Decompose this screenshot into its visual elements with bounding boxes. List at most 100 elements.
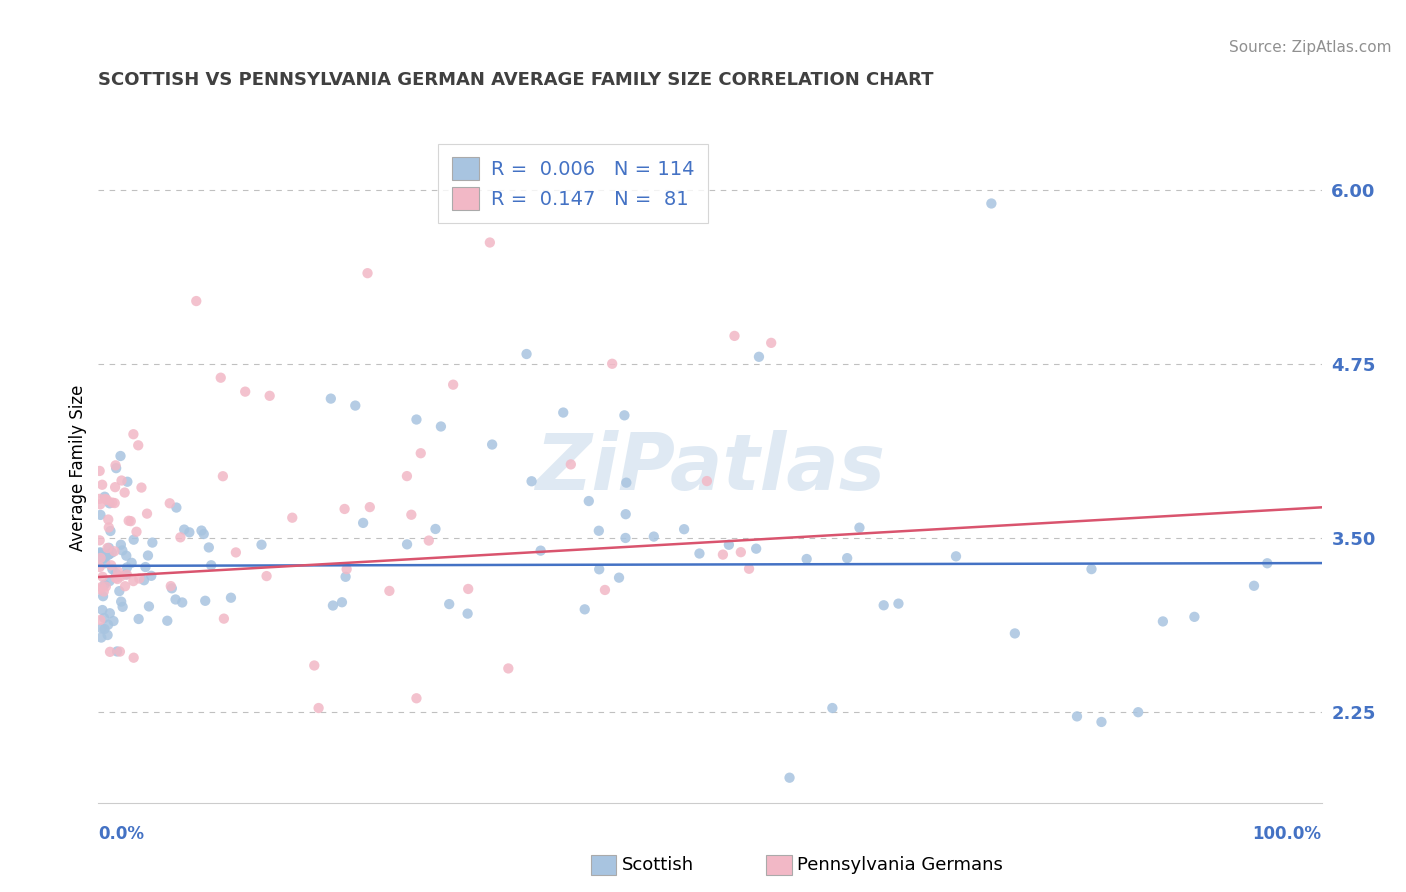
Point <box>717 538 740 552</box>
Point <box>107 565 129 579</box>
Point <box>172 595 194 609</box>
Point <box>115 567 138 582</box>
Point <box>405 691 427 706</box>
Point <box>711 548 734 562</box>
Point <box>134 560 156 574</box>
Point <box>90 631 112 645</box>
Point <box>165 500 187 515</box>
Point <box>94 550 117 565</box>
Point <box>600 357 623 371</box>
Point <box>821 701 844 715</box>
Point <box>173 523 195 537</box>
Point <box>574 602 596 616</box>
Point <box>98 496 121 510</box>
Point <box>613 409 636 423</box>
Point <box>425 522 447 536</box>
Point <box>98 606 121 620</box>
Text: 100.0%: 100.0% <box>1253 825 1322 843</box>
Point <box>104 571 127 585</box>
Legend: R =  0.006   N = 114, R =  0.147   N =  81: R = 0.006 N = 114, R = 0.147 N = 81 <box>439 144 709 223</box>
Point <box>1152 615 1174 629</box>
Point <box>304 658 326 673</box>
Point <box>89 613 111 627</box>
Point <box>515 347 537 361</box>
Point <box>110 569 132 583</box>
Point <box>101 495 124 509</box>
Point <box>553 406 575 420</box>
Point <box>457 582 479 596</box>
Point <box>1243 579 1265 593</box>
Point <box>105 461 128 475</box>
Point <box>730 545 752 559</box>
Point <box>319 392 342 406</box>
Point <box>378 583 401 598</box>
Point <box>1090 714 1112 729</box>
Point <box>395 469 418 483</box>
Point <box>97 628 120 642</box>
Point <box>614 475 637 490</box>
Point <box>745 541 768 556</box>
Point <box>160 582 183 596</box>
Point <box>93 490 115 504</box>
Point <box>578 494 600 508</box>
Point <box>89 491 111 506</box>
Point <box>1066 709 1088 723</box>
Point <box>91 570 114 584</box>
Point <box>1004 626 1026 640</box>
Point <box>560 458 582 472</box>
Point <box>796 552 818 566</box>
Point <box>110 474 132 488</box>
Point <box>93 577 115 591</box>
Point <box>330 595 353 609</box>
Point <box>97 512 120 526</box>
Point <box>738 562 761 576</box>
Point <box>441 377 464 392</box>
Point <box>136 507 159 521</box>
Text: ZiPatlas: ZiPatlas <box>536 430 884 507</box>
Point <box>101 562 124 576</box>
Point <box>186 294 208 309</box>
Point <box>131 481 153 495</box>
Point <box>200 558 222 573</box>
Point <box>169 530 191 544</box>
Point <box>159 496 181 510</box>
Point <box>748 350 770 364</box>
Point <box>103 614 125 628</box>
Point <box>110 594 132 608</box>
Point <box>101 546 124 560</box>
Point <box>136 549 159 563</box>
Point <box>212 612 235 626</box>
Point <box>110 449 132 463</box>
Point <box>89 547 111 561</box>
Point <box>93 622 115 636</box>
Text: Source: ZipAtlas.com: Source: ZipAtlas.com <box>1229 40 1392 55</box>
Point <box>108 584 131 599</box>
Point <box>848 521 870 535</box>
Point <box>352 516 374 530</box>
Point <box>111 599 134 614</box>
Point <box>401 508 423 522</box>
Point <box>115 549 138 563</box>
Point <box>887 597 910 611</box>
Point <box>333 502 356 516</box>
Point <box>256 569 278 583</box>
Point <box>117 475 139 489</box>
Point <box>696 474 718 488</box>
Point <box>193 527 215 541</box>
Point <box>233 384 256 399</box>
Point <box>94 580 117 594</box>
Point <box>873 599 896 613</box>
Point <box>122 427 145 442</box>
Point <box>100 524 122 538</box>
Point <box>89 464 111 478</box>
Point <box>141 535 163 549</box>
Point <box>1128 705 1150 719</box>
Point <box>89 533 111 548</box>
Point <box>1080 562 1102 576</box>
Point <box>127 438 149 452</box>
Point <box>96 541 118 555</box>
Point <box>588 524 610 538</box>
Point <box>643 530 665 544</box>
Point <box>614 507 637 521</box>
Point <box>104 480 127 494</box>
